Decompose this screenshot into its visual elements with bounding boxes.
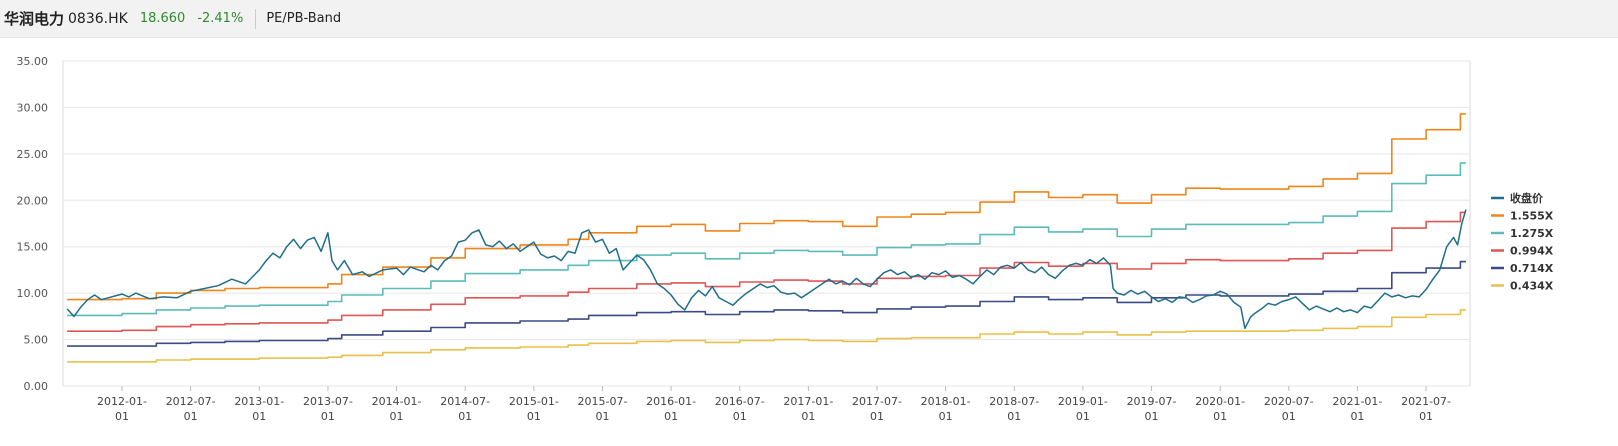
legend-label: 0.434X xyxy=(1510,280,1554,293)
x-tick-label-day: 01 xyxy=(1213,410,1227,423)
stock-change: -2.41% xyxy=(197,11,244,26)
x-tick-label: 2020-07- xyxy=(1264,395,1314,408)
series-line-0.994X xyxy=(67,211,1466,332)
x-tick-label: 2014-07- xyxy=(440,395,490,408)
x-tick-label: 2019-01- xyxy=(1058,395,1108,408)
y-tick-label: 15.00 xyxy=(17,241,49,254)
x-tick-label: 2021-07- xyxy=(1401,395,1451,408)
legend-label: 收盘价 xyxy=(1510,191,1544,205)
x-tick-label-day: 01 xyxy=(595,410,609,423)
y-tick-label: 35.00 xyxy=(17,55,49,68)
x-tick-label-day: 01 xyxy=(321,410,335,423)
pe-pb-band-chart: 0.00 5.00 10.00 15.00 20.00 25.00 30.00 35.00 20… xyxy=(17,55,1554,423)
series-line-1.555X xyxy=(67,113,1466,301)
y-tick-label: 0.00 xyxy=(24,380,49,393)
x-tick-label: 2018-01- xyxy=(921,395,971,408)
x-tick-label-day: 01 xyxy=(664,410,678,423)
x-tick-label: 2016-07- xyxy=(715,395,765,408)
stock-name: 华润电力 xyxy=(4,10,65,28)
x-tick-label: 2013-01- xyxy=(234,395,284,408)
x-tick-label-day: 01 xyxy=(870,410,884,423)
x-tick-label-day: 01 xyxy=(252,410,266,423)
x-tick-label: 2021-01- xyxy=(1332,395,1382,408)
x-tick-label: 2012-07- xyxy=(166,395,216,408)
x-tick-label: 2015-07- xyxy=(577,395,627,408)
x-tick-label: 2017-07- xyxy=(852,395,902,408)
x-tick-label-day: 01 xyxy=(801,410,815,423)
x-tick-label: 2016-01- xyxy=(646,395,696,408)
series-line-0.434X xyxy=(67,309,1466,363)
x-tick-label-day: 01 xyxy=(939,410,953,423)
y-tick-label: 5.00 xyxy=(24,334,49,347)
x-tick-label-day: 01 xyxy=(733,410,747,423)
x-tick-label-day: 01 xyxy=(1145,410,1159,423)
x-tick-label: 2013-07- xyxy=(303,395,353,408)
y-tick-label: 20.00 xyxy=(17,194,49,207)
x-tick-label-day: 01 xyxy=(184,410,198,423)
x-tick-label-day: 01 xyxy=(527,410,541,423)
y-tick-label: 30.00 xyxy=(17,101,49,114)
x-tick-label: 2017-01- xyxy=(783,395,833,408)
x-tick-label: 2020-01- xyxy=(1195,395,1245,408)
legend-label: 0.714X xyxy=(1510,262,1554,275)
series-line-1.275X xyxy=(67,162,1466,317)
stock-code: 0836.HK xyxy=(68,10,128,27)
y-tick-label: 10.00 xyxy=(17,287,49,300)
x-tick-label: 2014-01- xyxy=(372,395,422,408)
x-tick-label: 2018-07- xyxy=(989,395,1039,408)
y-tick-label: 25.00 xyxy=(17,148,49,161)
x-tick-label-day: 01 xyxy=(115,410,129,423)
series-line-收盘价 xyxy=(66,209,1467,330)
legend-label: 0.994X xyxy=(1510,245,1554,258)
x-tick-label: 2019-07- xyxy=(1127,395,1177,408)
x-tick-label-day: 01 xyxy=(390,410,404,423)
x-tick-label-day: 01 xyxy=(1007,410,1021,423)
x-tick-label: 2012-01- xyxy=(97,395,147,408)
header-divider xyxy=(255,8,257,29)
legend-label: 1.275X xyxy=(1510,227,1554,240)
x-tick-label-day: 01 xyxy=(458,410,472,423)
x-tick-label-day: 01 xyxy=(1419,410,1433,423)
x-tick-label-day: 01 xyxy=(1076,410,1090,423)
stock-price: 18.660 xyxy=(139,11,186,26)
stock-header: 华润电力 0836.HK 18.660 -2.41% PE/PB-Band xyxy=(0,0,1618,38)
legend-label: 1.555X xyxy=(1510,210,1554,223)
series-line-0.714X xyxy=(67,260,1466,347)
x-tick-label: 2015-01- xyxy=(509,395,559,408)
x-tick-label-day: 01 xyxy=(1282,410,1296,423)
tab-pe-pb-band[interactable]: PE/PB-Band xyxy=(266,11,342,26)
x-tick-label-day: 01 xyxy=(1350,410,1364,423)
